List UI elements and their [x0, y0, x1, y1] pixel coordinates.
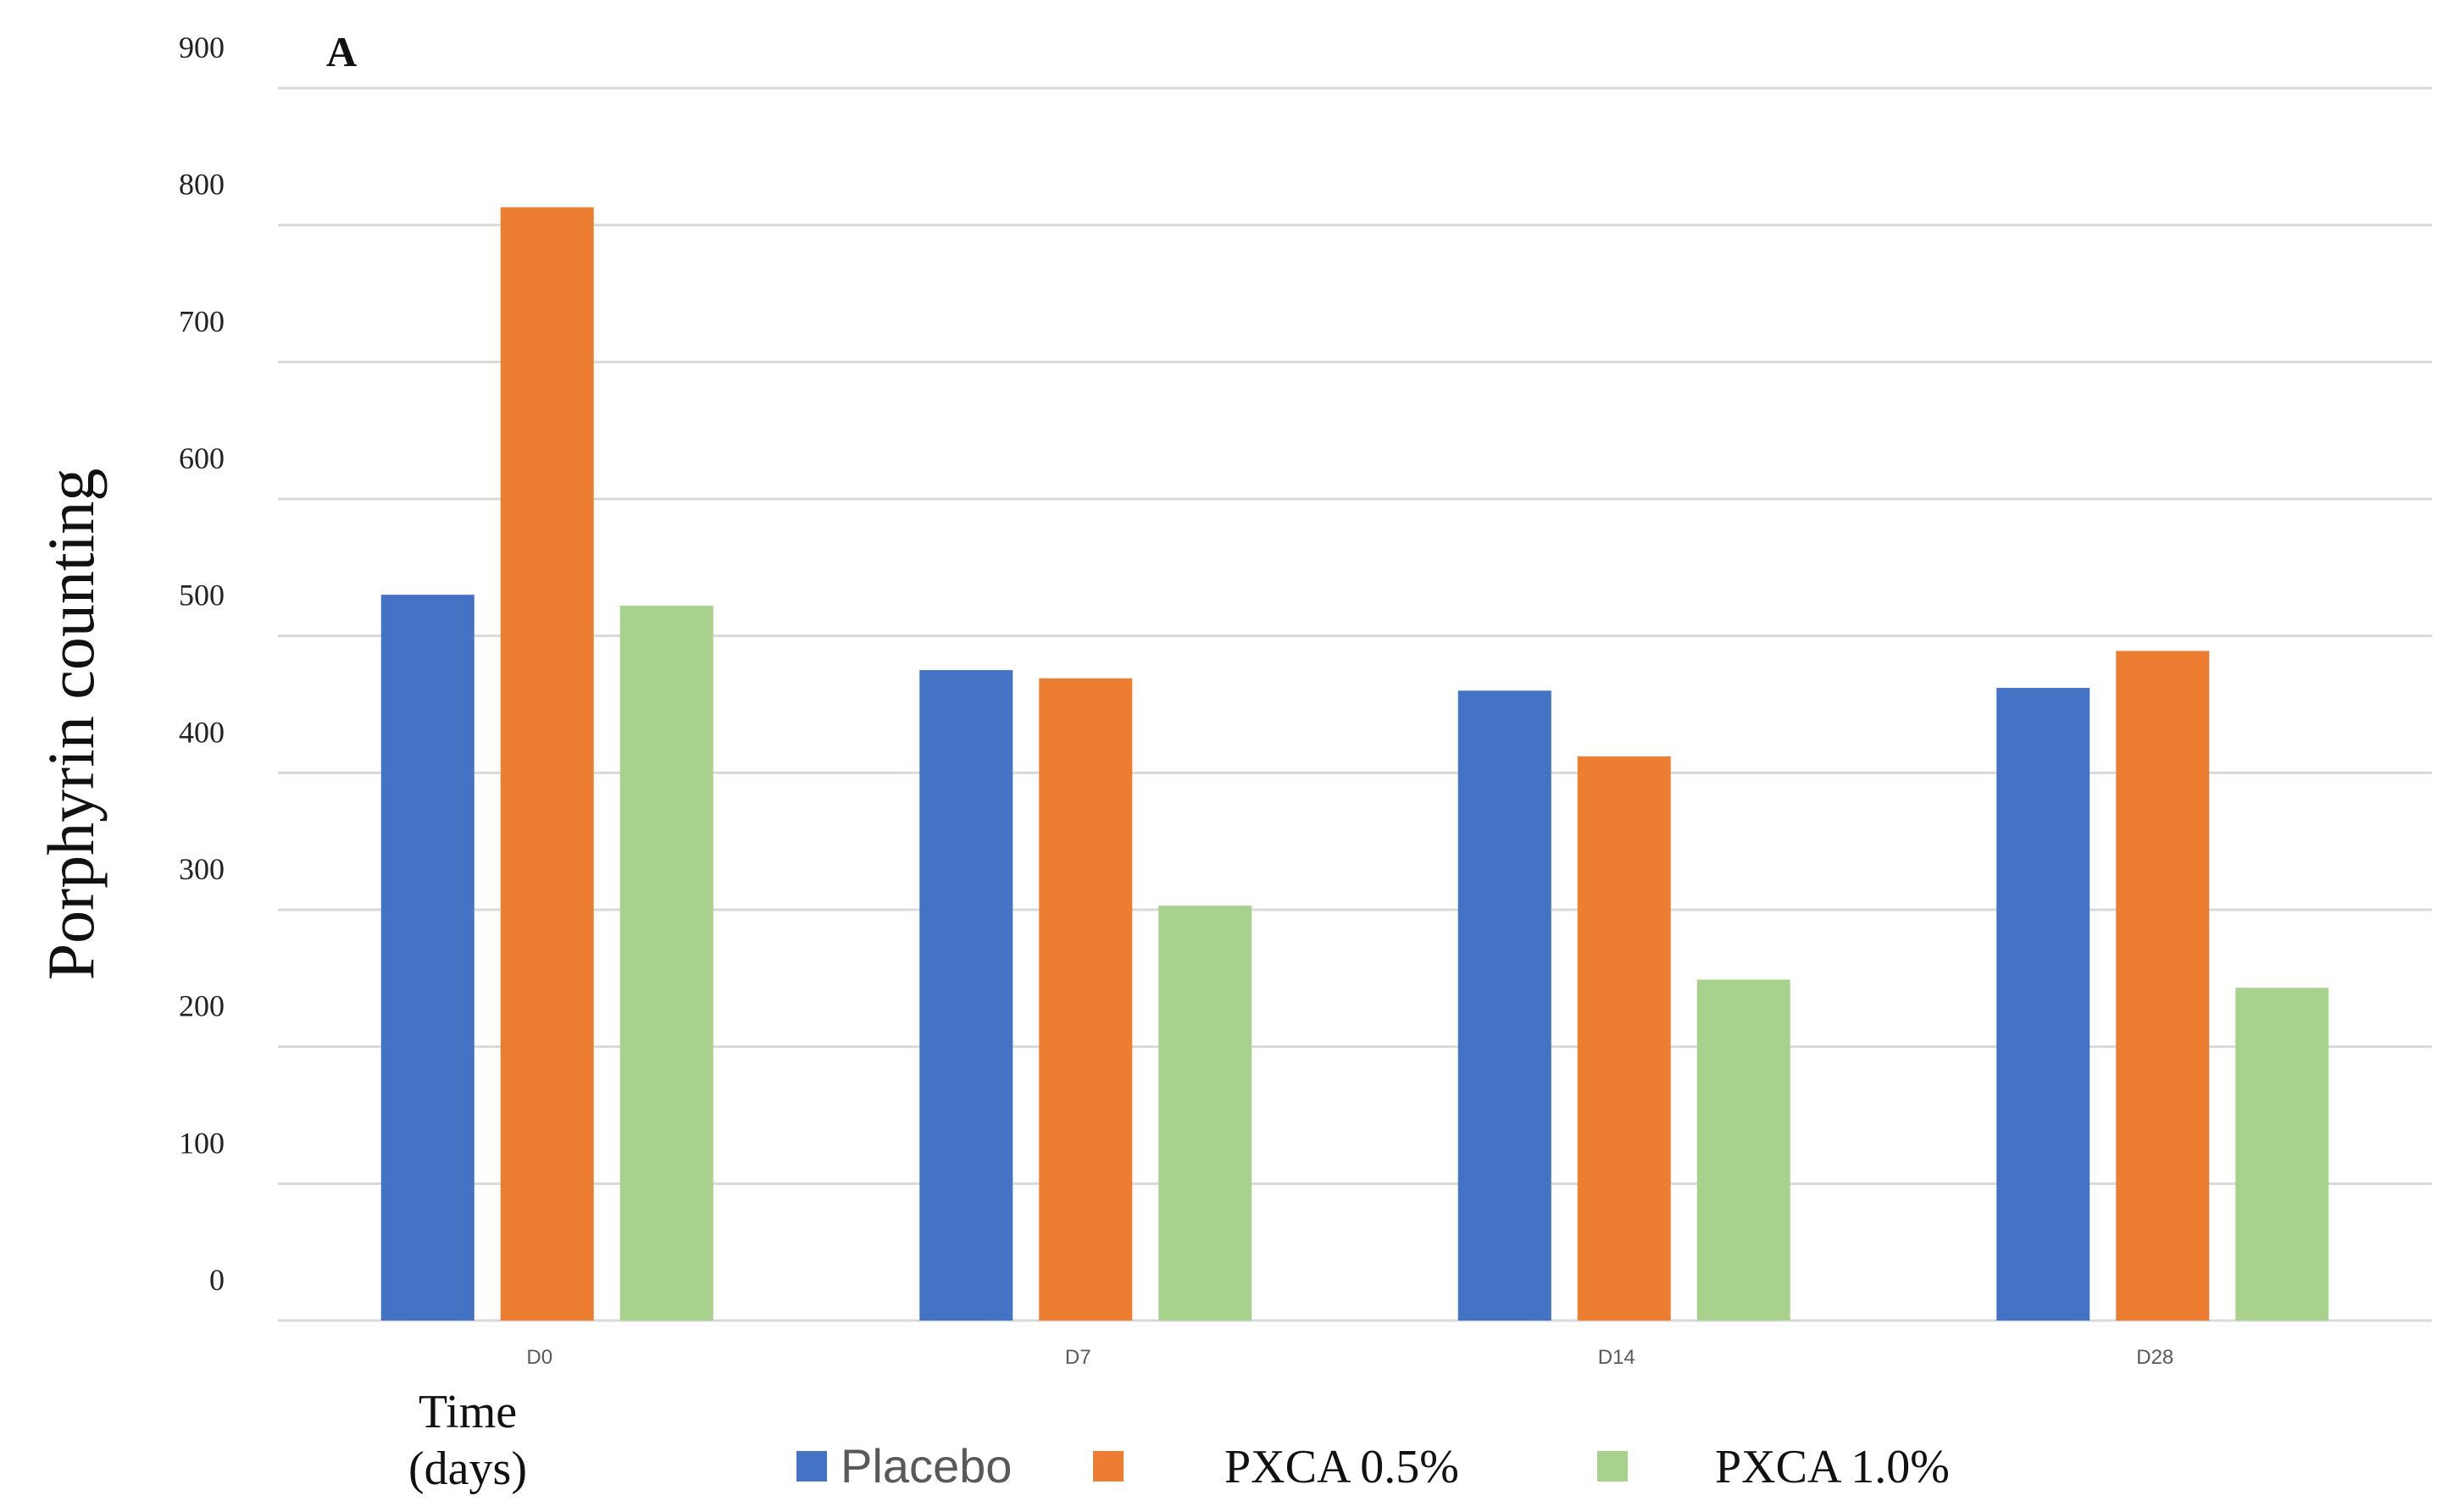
y-tick-label: 500: [179, 579, 225, 612]
bar-pxca-1-0--d0: [619, 606, 713, 1321]
bar-placebo-d7: [919, 670, 1013, 1321]
bar-placebo-d28: [1996, 688, 2090, 1321]
bar-pxca-1-0--d14: [1696, 979, 1790, 1321]
y-tick-label: 900: [179, 30, 225, 64]
bar-pxca-1-0--d7: [1158, 906, 1252, 1321]
y-tick-label: 300: [179, 852, 225, 886]
y-tick-label: 100: [179, 1126, 225, 1160]
x-axis-label-line2: (days): [408, 1443, 527, 1495]
y-tick-label: 600: [179, 441, 225, 475]
bars: [380, 207, 2329, 1321]
panel-label: A: [326, 28, 357, 75]
y-tick-label: 0: [209, 1263, 225, 1297]
bar-pxca-0-5--d28: [2116, 651, 2210, 1321]
x-tick-label: D28: [2136, 1346, 2173, 1369]
bar-placebo-d0: [380, 595, 475, 1321]
legend-label: PXCA 1.0%: [1715, 1441, 1950, 1493]
y-axis-ticks: 0 100 200 300 400 500 600 700 800 900: [179, 30, 225, 1297]
legend-label: Placebo: [841, 1439, 1012, 1493]
legend-swatch: [1093, 1451, 1124, 1482]
legend-swatch: [1597, 1451, 1628, 1482]
x-axis-label-line1: Time: [419, 1386, 517, 1438]
y-tick-label: 200: [179, 989, 225, 1023]
legend-swatch: [796, 1451, 827, 1482]
bar-pxca-0-5--d7: [1039, 678, 1133, 1321]
y-tick-label: 800: [179, 168, 225, 202]
gridlines: [278, 86, 2432, 1322]
bar-placebo-d14: [1457, 690, 1551, 1321]
y-axis-label: Porphyrin counting: [34, 468, 108, 980]
y-tick-label: 700: [179, 304, 225, 338]
bar-pxca-1-0--d28: [2235, 988, 2329, 1321]
bar-pxca-0-5--d0: [500, 207, 594, 1321]
x-tick-label: D0: [526, 1346, 552, 1369]
legend-label: PXCA 0.5%: [1224, 1441, 1459, 1493]
x-tick-label: D7: [1065, 1346, 1091, 1369]
bar-pxca-0-5--d14: [1577, 756, 1671, 1321]
x-tick-label: D14: [1598, 1346, 1635, 1369]
x-axis-ticks: D0 D7 D14 D28: [526, 1346, 2173, 1369]
legend: Placebo PXCA 0.5% PXCA 1.0%: [796, 1439, 1950, 1493]
y-tick-label: 400: [179, 715, 225, 749]
